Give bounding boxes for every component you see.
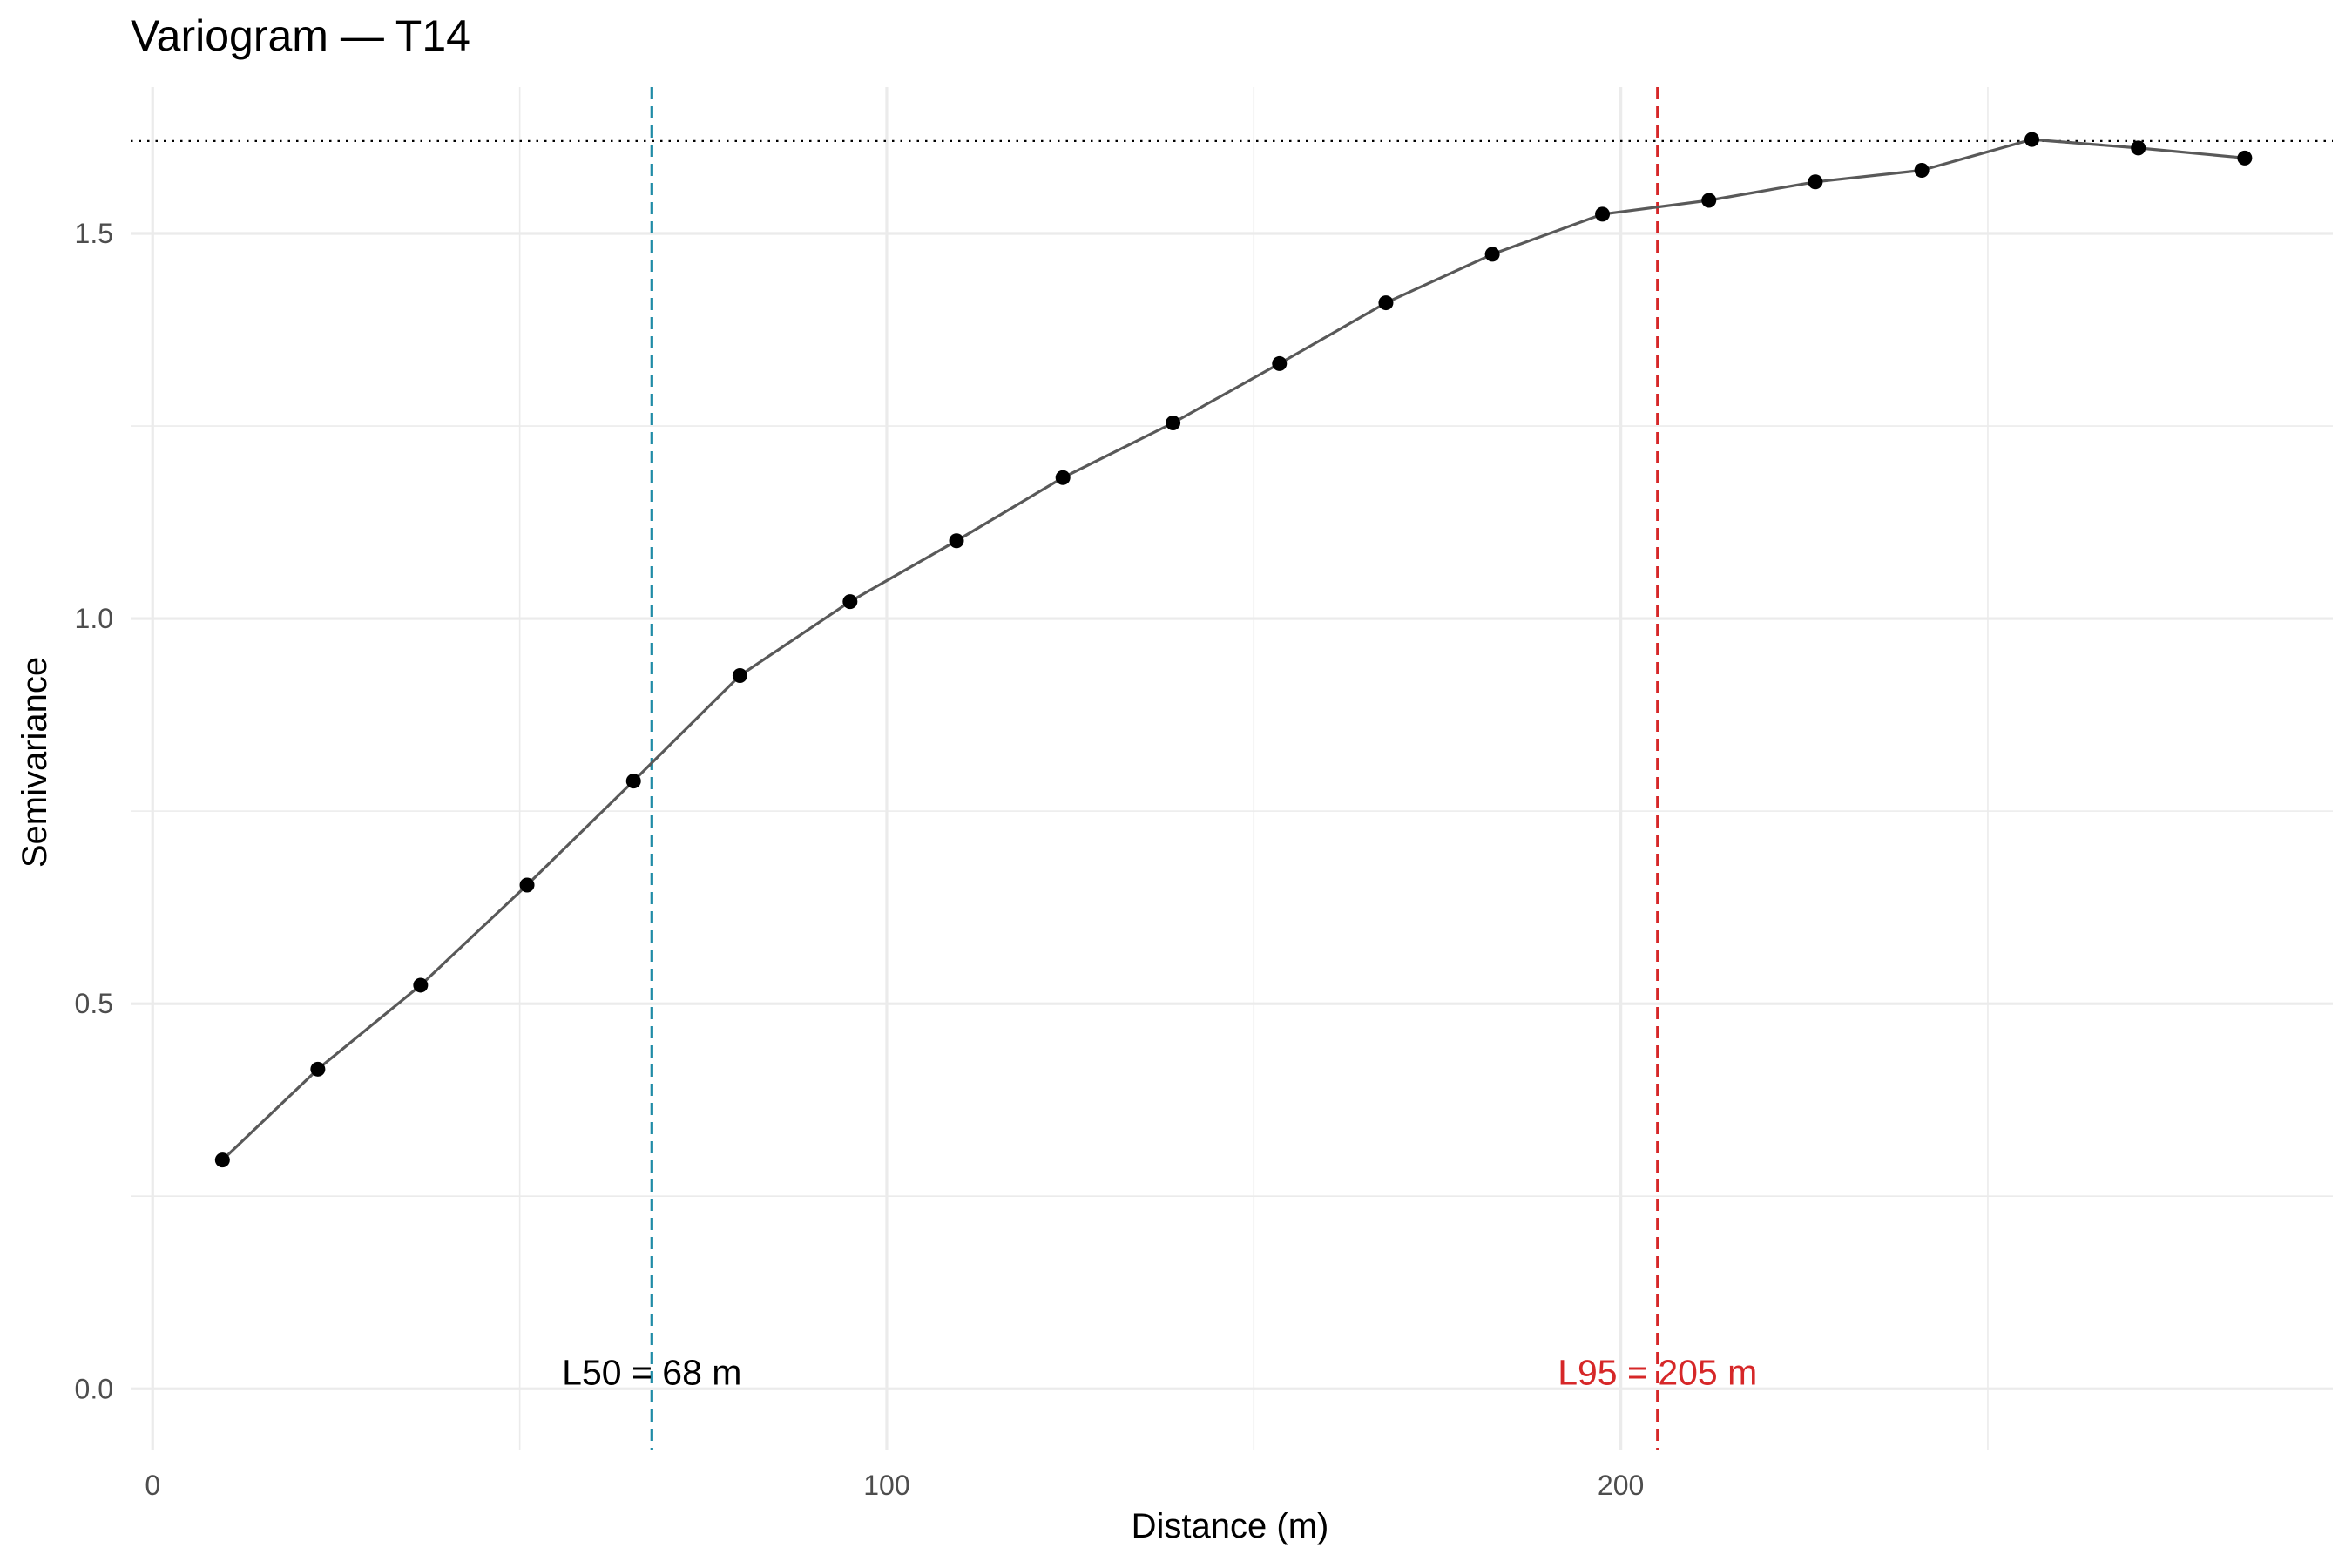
annotations: L50 = 68 m L95 = 205 m [562, 1352, 1757, 1392]
y-axis-tick-labels: 0.0 0.5 1.0 1.5 [75, 218, 113, 1404]
data-point [1166, 416, 1181, 431]
data-point [2024, 132, 2040, 147]
chart-title: Variogram — T14 [131, 11, 470, 60]
x-axis-tick-labels: 0 100 200 [145, 1470, 1644, 1501]
reference-lines [131, 87, 2333, 1450]
data-point [625, 774, 641, 789]
minor-gridlines [131, 87, 2333, 1450]
data-point [519, 877, 535, 893]
data-point [1914, 162, 1930, 178]
data-point [2237, 150, 2253, 166]
series-layer [214, 132, 2253, 1168]
reference-line-label: L50 = 68 m [562, 1352, 741, 1392]
data-point [1055, 470, 1071, 485]
data-point [413, 977, 429, 993]
data-point [1808, 174, 1823, 190]
data-point [842, 594, 858, 610]
y-axis-title: Semivariance [16, 657, 54, 868]
data-point [1378, 295, 1394, 311]
reference-line-label: L95 = 205 m [1558, 1352, 1757, 1392]
data-point [1701, 193, 1717, 208]
y-tick-label: 0.5 [75, 988, 113, 1019]
data-point [310, 1061, 326, 1077]
data-point [1595, 206, 1611, 222]
data-point [949, 533, 964, 549]
data-point [732, 668, 747, 684]
data-point [1272, 355, 1288, 371]
data-point [214, 1152, 230, 1168]
data-point [2131, 140, 2146, 156]
x-tick-label: 0 [145, 1470, 160, 1501]
series-line [221, 138, 2246, 1161]
y-tick-label: 1.5 [75, 218, 113, 249]
data-point [1484, 247, 1500, 262]
major-gridlines [131, 87, 2333, 1450]
y-tick-label: 1.0 [75, 603, 113, 634]
x-axis-title: Distance (m) [1132, 1507, 1329, 1545]
y-tick-label: 0.0 [75, 1373, 113, 1404]
x-tick-label: 100 [863, 1470, 909, 1501]
x-tick-label: 200 [1598, 1470, 1644, 1501]
